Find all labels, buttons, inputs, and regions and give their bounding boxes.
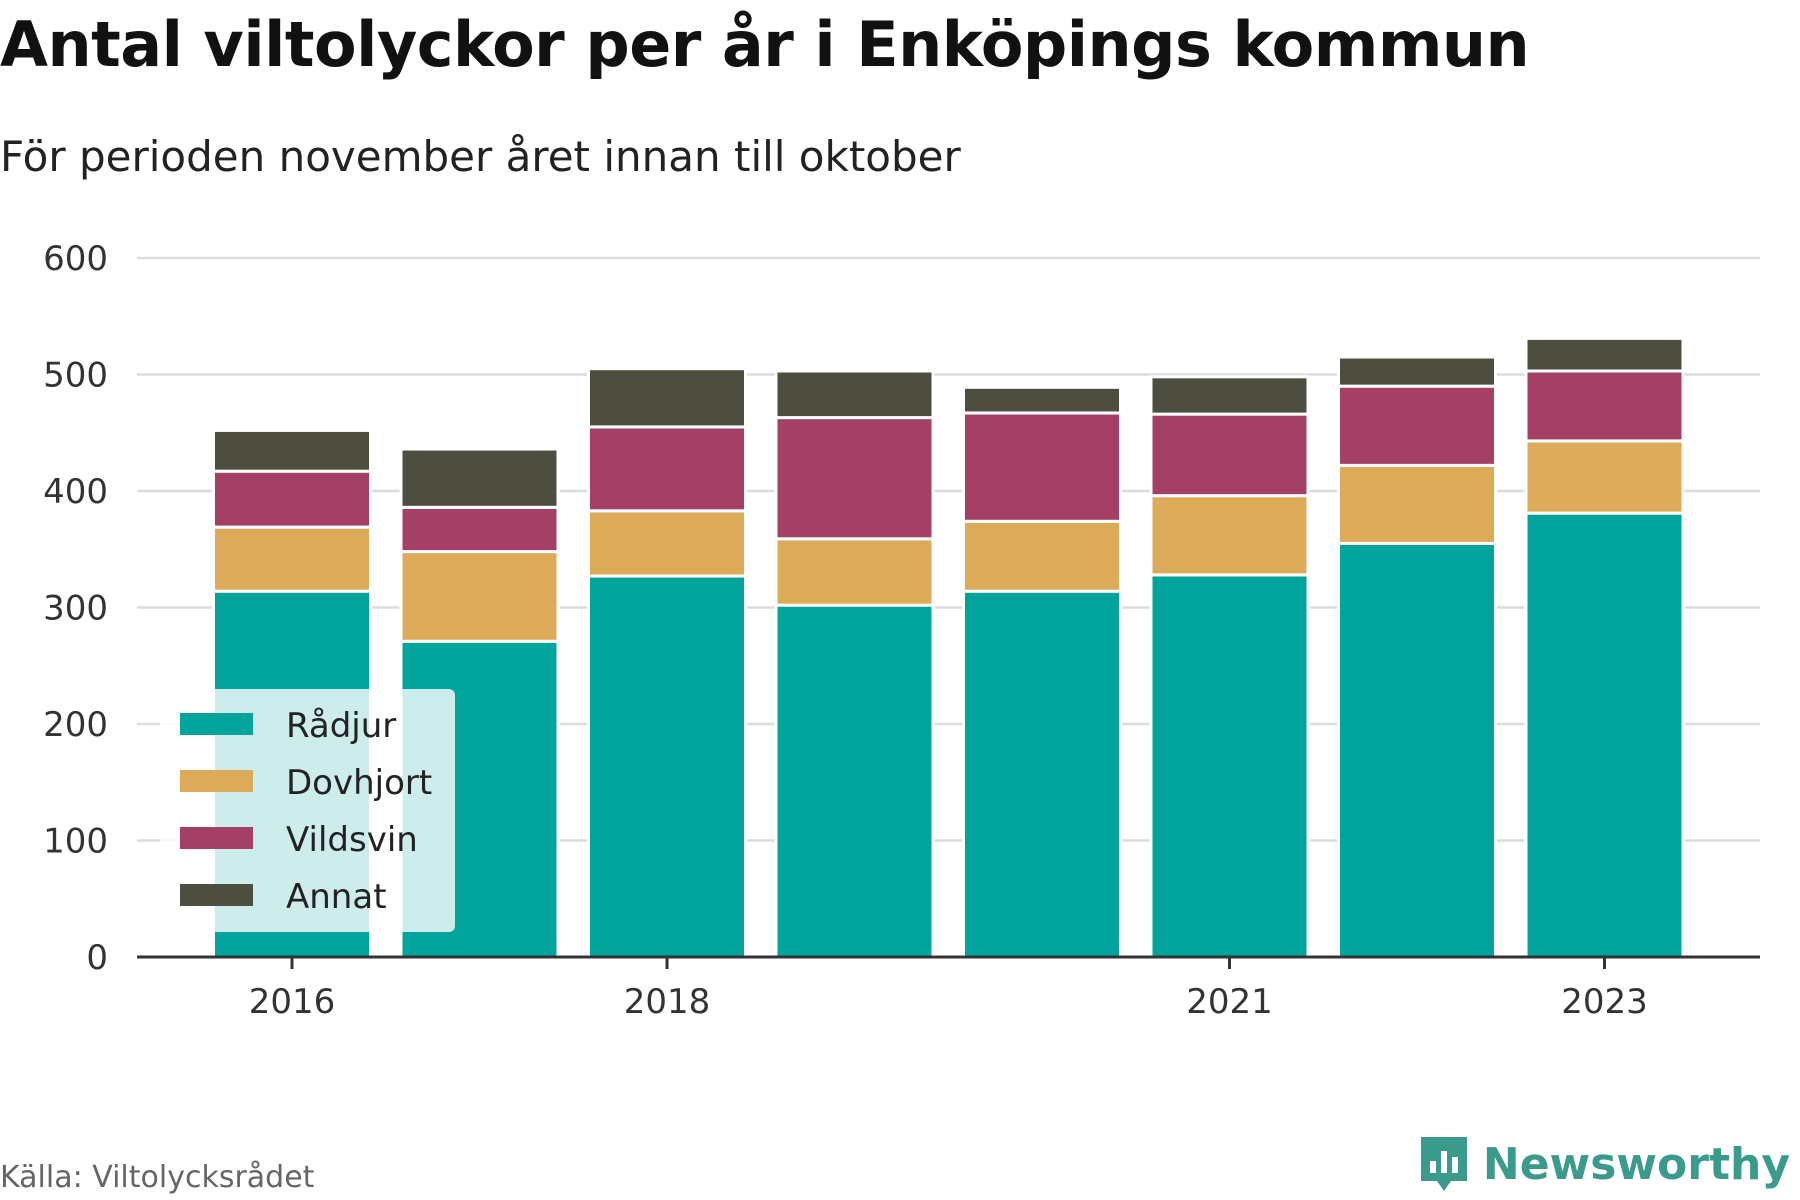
bar-segment-vildsvin [1337, 384, 1497, 467]
legend-swatch [180, 770, 253, 792]
x-tick-label: 2018 [624, 982, 711, 1022]
bar-segment-dovhjort [399, 550, 560, 643]
bar-segment-annat [1337, 355, 1497, 388]
y-tick-label: 100 [43, 822, 108, 862]
bar-segment-annat [1524, 336, 1685, 373]
bar-segment-dovhjort [962, 519, 1122, 593]
bar-segment-annat [212, 428, 372, 473]
legend-label: Dovhjort [286, 763, 432, 803]
bar-segment-rådjur [1524, 511, 1685, 959]
bar-segment-rådjur [587, 574, 747, 959]
chart-subtitle: För perioden november året innan till ok… [0, 132, 961, 181]
bar-segment-rådjur [1149, 573, 1310, 959]
source-note: Källa: Viltolycksrådet [0, 1160, 315, 1195]
bar-segment-dovhjort [774, 537, 935, 607]
bar-segment-vildsvin [1524, 369, 1685, 443]
bar-segment-dovhjort [212, 525, 372, 593]
axes: 0 100 200 300 400 500 600 2016 2018 2021 2023 [43, 239, 1760, 1022]
bar-segment-rådjur [962, 589, 1122, 959]
legend-swatch [180, 713, 253, 735]
bar-segment-vildsvin [774, 416, 935, 541]
bar-segment-rådjur [774, 603, 935, 959]
bar-segment-annat [962, 385, 1122, 415]
bar-segment-vildsvin [1149, 412, 1310, 498]
legend-label: Annat [286, 877, 387, 917]
bar-segment-dovhjort [1337, 463, 1497, 545]
y-tick-label: 600 [43, 239, 108, 279]
legend-label: Rådjur [286, 706, 396, 746]
legend-box [160, 689, 455, 932]
bar-segment-dovhjort [1149, 494, 1310, 577]
legend: Rådjur Dovhjort Vildsvin Annat [160, 689, 455, 932]
y-tick-label: 500 [43, 356, 108, 396]
y-tick-label: 0 [86, 938, 108, 978]
stacked-bar-chart: 0 100 200 300 400 500 600 2016 2018 2021 2023 Rådj… [43, 239, 1760, 1022]
bar-segment-dovhjort [1524, 439, 1685, 515]
brand: Newsworthy [1419, 1135, 1790, 1193]
legend-swatch [180, 827, 253, 849]
y-tick-label: 200 [43, 705, 108, 745]
y-tick-label: 300 [43, 589, 108, 629]
chart-title: Antal viltolyckor per år i Enköpings kom… [0, 8, 1530, 81]
bar-segment-annat [587, 367, 747, 429]
bar-segment-vildsvin [212, 469, 372, 529]
bar-segment-vildsvin [399, 505, 560, 554]
brand-name: Newsworthy [1482, 1138, 1790, 1190]
bar-segment-rådjur [1337, 541, 1497, 959]
legend-swatch [180, 884, 253, 906]
newsworthy-logo-icon [1420, 1137, 1467, 1191]
bar-segment-vildsvin [587, 425, 747, 513]
bar-segment-vildsvin [962, 411, 1122, 523]
bar-segment-annat [399, 447, 560, 509]
x-tick-label: 2021 [1186, 982, 1273, 1022]
x-tick-label: 2016 [249, 982, 336, 1022]
x-tick-label: 2023 [1561, 982, 1648, 1022]
legend-label: Vildsvin [286, 820, 418, 860]
bar-segment-annat [1149, 375, 1310, 416]
y-tick-label: 400 [43, 472, 108, 512]
bar-segment-annat [774, 369, 935, 420]
bar-segment-dovhjort [587, 509, 747, 578]
